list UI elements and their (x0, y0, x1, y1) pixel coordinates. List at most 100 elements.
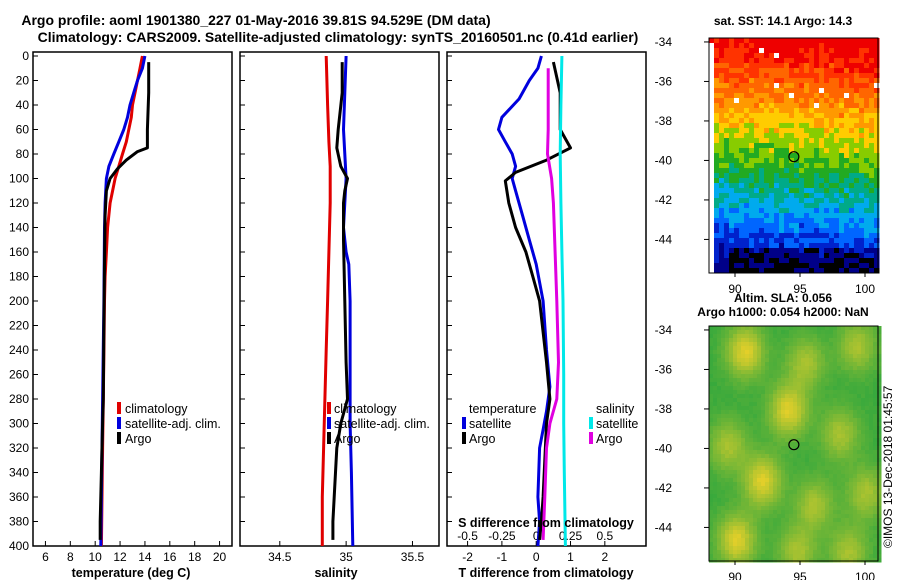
map-cell (817, 446, 822, 451)
map-cell (761, 430, 766, 435)
legend-swatch-climatology (327, 402, 331, 414)
legend-label-satellite: satellite-adj. clim. (125, 417, 221, 431)
map-cell (741, 414, 746, 419)
map-cell (777, 426, 782, 431)
map-cell (765, 526, 770, 531)
map-cell (857, 326, 862, 331)
map-cell (861, 542, 866, 547)
map-cell (721, 542, 726, 547)
map-cell (725, 422, 730, 427)
map-cell (813, 382, 818, 387)
map-cell (801, 374, 806, 379)
map-cell (769, 370, 774, 375)
map-cell (817, 478, 822, 483)
map-cell (719, 243, 725, 249)
map-cell (737, 558, 742, 563)
map-cell (725, 490, 730, 495)
map-cell (739, 158, 745, 164)
map-cell (809, 522, 814, 527)
map-cell (753, 458, 758, 463)
map-cell (729, 546, 734, 551)
top-x-tick-label: 0.5 (596, 529, 613, 543)
map-cell (753, 394, 758, 399)
map-cell (745, 334, 750, 339)
map-cell (799, 103, 805, 109)
map-cell (754, 263, 760, 269)
map-cell (781, 338, 786, 343)
map-cell (773, 386, 778, 391)
map-cell (719, 38, 725, 44)
map-cell (789, 203, 795, 209)
map-cell (825, 454, 830, 459)
map-cell (844, 78, 850, 84)
map-cell (805, 482, 810, 487)
map-cell (749, 73, 755, 79)
map-cell (757, 358, 762, 363)
map-cell (781, 486, 786, 491)
map-cell (794, 183, 800, 189)
map-cell (833, 434, 838, 439)
map-cell (764, 98, 770, 104)
map-cell (853, 394, 858, 399)
map-cell (724, 68, 730, 74)
map-cell (844, 133, 850, 139)
map-cell (824, 268, 830, 274)
map-cell (861, 546, 866, 551)
map-cell (805, 330, 810, 335)
map-cell (749, 268, 755, 274)
map-cell (773, 350, 778, 355)
map-cell (745, 338, 750, 343)
map-cell (865, 354, 870, 359)
map-cell (733, 470, 738, 475)
y-tick-label: 100 (9, 172, 29, 186)
map-cell (874, 123, 880, 129)
map-cell (789, 68, 795, 74)
map-cell (777, 498, 782, 503)
map-cell (765, 510, 770, 515)
map-cell (824, 218, 830, 224)
map-cell (794, 208, 800, 214)
map-cell (865, 438, 870, 443)
map-cell (713, 498, 718, 503)
map-cell (844, 73, 850, 79)
map-cell (829, 410, 834, 415)
map-cell (849, 243, 855, 249)
map-cell (865, 462, 870, 467)
map-cell (809, 554, 814, 559)
map-cell (829, 248, 835, 254)
map-cell (841, 434, 846, 439)
map-cell (764, 78, 770, 84)
map-cell (734, 193, 740, 199)
map-cell (757, 494, 762, 499)
map-cell (773, 530, 778, 535)
map-cell (873, 402, 878, 407)
map-cell (809, 43, 815, 49)
map-cell (841, 546, 846, 551)
map-cell (833, 402, 838, 407)
map-cell (834, 223, 840, 229)
map-cell (804, 128, 810, 134)
map-cell (874, 223, 880, 229)
map-cell (769, 233, 775, 239)
map-cell (829, 342, 834, 347)
map-cell (853, 510, 858, 515)
map-cell (869, 550, 874, 555)
map-cell (801, 490, 806, 495)
map-cell (769, 454, 774, 459)
map-cell (869, 88, 875, 94)
map-cell (841, 374, 846, 379)
map-cell (821, 418, 826, 423)
map-cell (745, 506, 750, 511)
map-cell (725, 482, 730, 487)
map-cell (833, 514, 838, 519)
map-cell (789, 418, 794, 423)
map-cell (709, 63, 715, 69)
map-cell (819, 233, 825, 239)
map-cell (817, 490, 822, 495)
map-cell (859, 188, 865, 194)
map-cell (765, 486, 770, 491)
map-cell (793, 350, 798, 355)
map-cell (849, 434, 854, 439)
salinity-chart: 34.5 35 35.5 (240, 55, 424, 564)
map-cell (799, 183, 805, 189)
